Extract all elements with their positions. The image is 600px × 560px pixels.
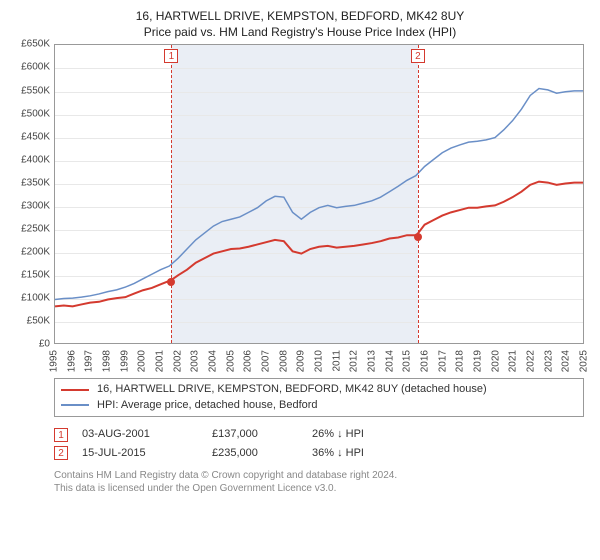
footer-line-2: This data is licensed under the Open Gov… xyxy=(54,482,584,496)
x-tick-label: 2023 xyxy=(543,350,554,372)
legend-item-price-paid: 16, HARTWELL DRIVE, KEMPSTON, BEDFORD, M… xyxy=(61,382,577,397)
series-price_paid xyxy=(55,182,583,307)
y-tick-label: £300K xyxy=(21,200,50,211)
legend-label: HPI: Average price, detached house, Bedf… xyxy=(97,398,318,413)
x-tick-label: 2012 xyxy=(349,350,360,372)
y-tick-label: £550K xyxy=(21,85,50,96)
y-tick-label: £150K xyxy=(21,270,50,281)
x-tick-label: 1999 xyxy=(119,350,130,372)
y-tick-label: £250K xyxy=(21,223,50,234)
sale-price: £235,000 xyxy=(212,444,312,463)
chart-area: £0 £50K £100K £150K £200K £250K £300K £350K £400… xyxy=(12,44,588,372)
sale-index-box: 2 xyxy=(54,446,68,460)
y-tick-label: £50K xyxy=(27,316,50,327)
x-tick-label: 2021 xyxy=(508,350,519,372)
y-tick-label: £400K xyxy=(21,154,50,165)
x-tick-label: 1998 xyxy=(102,350,113,372)
y-tick-label: £100K xyxy=(21,293,50,304)
legend: 16, HARTWELL DRIVE, KEMPSTON, BEDFORD, M… xyxy=(54,378,584,417)
plot-area: 12 xyxy=(54,44,584,344)
sale-date: 15-JUL-2015 xyxy=(82,444,212,463)
x-tick-label: 2025 xyxy=(579,350,590,372)
marker-dot xyxy=(167,278,175,286)
marker-vline xyxy=(171,45,172,343)
x-axis: 1995199619971998199920002001200220032004… xyxy=(54,346,584,372)
y-tick-label: £350K xyxy=(21,177,50,188)
x-tick-label: 2010 xyxy=(314,350,325,372)
x-tick-label: 2016 xyxy=(420,350,431,372)
y-tick-label: £200K xyxy=(21,247,50,258)
x-tick-label: 1996 xyxy=(66,350,77,372)
y-tick-label: £650K xyxy=(21,39,50,50)
sale-row: 2 15-JUL-2015 £235,000 36% ↓ HPI xyxy=(54,444,584,463)
x-tick-label: 2000 xyxy=(137,350,148,372)
x-tick-label: 2017 xyxy=(437,350,448,372)
x-tick-label: 2013 xyxy=(367,350,378,372)
marker-vline xyxy=(418,45,419,343)
y-axis: £0£50K£100K£150K£200K£250K£300K£350K£400… xyxy=(12,44,54,344)
legend-swatch xyxy=(61,404,89,406)
x-tick-label: 2022 xyxy=(526,350,537,372)
x-tick-label: 2019 xyxy=(473,350,484,372)
marker-index-box: 2 xyxy=(411,49,425,63)
x-tick-label: 2014 xyxy=(384,350,395,372)
x-tick-label: 2015 xyxy=(402,350,413,372)
y-tick-label: £500K xyxy=(21,108,50,119)
x-tick-label: 2020 xyxy=(490,350,501,372)
x-tick-label: 2006 xyxy=(243,350,254,372)
page-subtitle: Price paid vs. HM Land Registry's House … xyxy=(12,24,588,40)
y-tick-label: £600K xyxy=(21,62,50,73)
x-tick-label: 2009 xyxy=(296,350,307,372)
series-hpi xyxy=(55,89,583,300)
marker-index-box: 1 xyxy=(164,49,178,63)
x-tick-label: 2003 xyxy=(190,350,201,372)
x-tick-label: 2001 xyxy=(155,350,166,372)
footer-line-1: Contains HM Land Registry data © Crown c… xyxy=(54,469,584,483)
sale-index-box: 1 xyxy=(54,428,68,442)
sale-price: £137,000 xyxy=(212,425,312,444)
marker-dot xyxy=(414,233,422,241)
legend-label: 16, HARTWELL DRIVE, KEMPSTON, BEDFORD, M… xyxy=(97,382,487,397)
x-tick-label: 2008 xyxy=(278,350,289,372)
x-tick-label: 2018 xyxy=(455,350,466,372)
sales-table: 1 03-AUG-2001 £137,000 26% ↓ HPI 2 15-JU… xyxy=(54,425,584,462)
page-title: 16, HARTWELL DRIVE, KEMPSTON, BEDFORD, M… xyxy=(12,8,588,24)
y-tick-label: £450K xyxy=(21,131,50,142)
legend-item-hpi: HPI: Average price, detached house, Bedf… xyxy=(61,398,577,413)
y-tick-label: £0 xyxy=(39,339,50,350)
x-tick-label: 2004 xyxy=(208,350,219,372)
sale-date: 03-AUG-2001 xyxy=(82,425,212,444)
sale-row: 1 03-AUG-2001 £137,000 26% ↓ HPI xyxy=(54,425,584,444)
series-svg xyxy=(55,45,583,343)
footer-note: Contains HM Land Registry data © Crown c… xyxy=(54,469,584,496)
legend-swatch xyxy=(61,389,89,391)
sale-delta: 26% ↓ HPI xyxy=(312,425,422,444)
x-tick-label: 2024 xyxy=(561,350,572,372)
sale-delta: 36% ↓ HPI xyxy=(312,444,422,463)
x-tick-label: 2011 xyxy=(331,350,342,372)
x-tick-label: 2005 xyxy=(225,350,236,372)
x-tick-label: 1997 xyxy=(84,350,95,372)
x-tick-label: 1995 xyxy=(49,350,60,372)
x-tick-label: 2002 xyxy=(172,350,183,372)
x-tick-label: 2007 xyxy=(261,350,272,372)
